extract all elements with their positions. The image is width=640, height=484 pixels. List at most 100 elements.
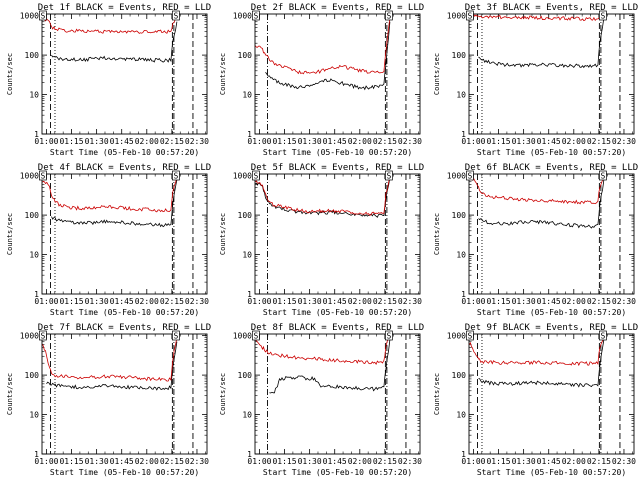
- saa-marker-box: [39, 330, 47, 341]
- saa-marker-box: [252, 330, 260, 341]
- y-tick-label: 1: [247, 130, 252, 139]
- x-tick-label: 01:45: [537, 137, 561, 146]
- x-tick-label: 01:45: [537, 457, 561, 466]
- lld-series-line: [42, 176, 178, 213]
- chart-title: Det 2f BLACK = Events, RED = LLD: [251, 3, 424, 13]
- y-tick-label: 10: [242, 251, 252, 260]
- x-tick-label: 01:30: [298, 297, 322, 306]
- x-tick-label: 01:15: [59, 137, 83, 146]
- x-tick-label: 01:00: [461, 297, 485, 306]
- y-tick-label: 10: [242, 91, 252, 100]
- chart-svg: Det 8f BLACK = Events, RED = LLD Counts/s…: [219, 323, 424, 477]
- y-tick-label: 1: [461, 450, 466, 459]
- x-tick-label: 01:15: [272, 457, 296, 466]
- det-6f-panel: Det 6f BLACK = Events, RED = LLD Counts/s…: [427, 160, 640, 320]
- x-tick-label: 02:15: [373, 457, 397, 466]
- plot-frame: [41, 13, 208, 135]
- x-tick-label: 02:30: [185, 137, 209, 146]
- x-tick-label: 02:00: [348, 137, 372, 146]
- y-tick-label: 1: [461, 130, 466, 139]
- plot-frame: [468, 173, 635, 295]
- x-tick-label: 02:30: [398, 137, 422, 146]
- plot-frame: [254, 173, 421, 295]
- x-tick-label: 01:30: [85, 457, 109, 466]
- x-tick-label: 02:15: [587, 297, 611, 306]
- x-axis-label: Start Time (05-Feb-10 00:57:20): [477, 148, 626, 157]
- saa-marker-box: [252, 10, 260, 21]
- y-tick-label: 1000: [20, 172, 39, 181]
- saa-marker-box: [39, 10, 47, 21]
- saa-marker-label: S: [41, 332, 46, 341]
- x-tick-label: 01:00: [247, 457, 271, 466]
- x-tick-label: 02:00: [135, 457, 159, 466]
- x-axis-label: Start Time (05-Feb-10 00:57:20): [50, 148, 199, 157]
- y-tick-label: 100: [452, 51, 467, 60]
- det-5f-panel: Det 5f BLACK = Events, RED = LLD Counts/s…: [213, 160, 426, 320]
- x-tick-label: 01:15: [272, 137, 296, 146]
- chart-title: Det 4f BLACK = Events, RED = LLD: [38, 163, 211, 173]
- lld-series-line: [469, 12, 605, 22]
- y-tick-label: 1000: [20, 332, 39, 341]
- plot-frame: [468, 13, 635, 135]
- x-tick-label: 02:15: [160, 297, 184, 306]
- y-tick-label: 100: [25, 211, 40, 220]
- saa-marker-label: S: [386, 172, 391, 181]
- chart-title: Det 1f BLACK = Events, RED = LLD: [38, 3, 211, 13]
- chart-svg: Det 9f BLACK = Events, RED = LLD Counts/s…: [433, 323, 638, 477]
- saa-marker-box: [385, 10, 393, 21]
- det-4f-panel: Det 4f BLACK = Events, RED = LLD Counts/s…: [0, 160, 213, 320]
- x-tick-label: 02:15: [160, 137, 184, 146]
- chart-svg: Det 1f BLACK = Events, RED = LLD Counts/s…: [6, 3, 211, 157]
- y-tick-label: 1000: [447, 12, 466, 21]
- saa-marker-box: [466, 170, 474, 181]
- saa-marker-label: S: [173, 172, 178, 181]
- x-tick-label: 02:00: [348, 297, 372, 306]
- x-tick-label: 02:30: [612, 137, 636, 146]
- chart-svg: Det 7f BLACK = Events, RED = LLD Counts/s…: [6, 323, 211, 477]
- det-1f-panel: Det 1f BLACK = Events, RED = LLD Counts/s…: [0, 0, 213, 160]
- saa-marker-label: S: [41, 12, 46, 21]
- x-axis-label: Start Time (05-Feb-10 00:57:20): [50, 468, 199, 477]
- y-tick-label: 1000: [233, 12, 252, 21]
- saa-marker-box: [385, 170, 393, 181]
- x-axis-label: Start Time (05-Feb-10 00:57:20): [50, 308, 199, 317]
- saa-marker-label: S: [386, 332, 391, 341]
- x-tick-label: 01:30: [298, 457, 322, 466]
- chart-svg: Det 5f BLACK = Events, RED = LLD Counts/s…: [219, 163, 424, 317]
- chart-svg: Det 2f BLACK = Events, RED = LLD Counts/s…: [219, 3, 424, 157]
- events-series-line: [478, 339, 605, 388]
- y-axis-label: Counts/sec: [6, 53, 14, 95]
- chart-svg: Det 3f BLACK = Events, RED = LLD Counts/s…: [433, 3, 638, 157]
- y-axis-label: Counts/sec: [219, 213, 227, 255]
- x-tick-label: 01:45: [110, 297, 134, 306]
- y-tick-label: 10: [456, 411, 466, 420]
- x-axis-label: Start Time (05-Feb-10 00:57:20): [263, 308, 412, 317]
- y-tick-label: 100: [452, 371, 467, 380]
- x-tick-label: 02:00: [562, 137, 586, 146]
- plot-frame: [254, 13, 421, 135]
- x-tick-label: 02:00: [562, 297, 586, 306]
- y-axis-label: Counts/sec: [6, 213, 14, 255]
- plot-frame: [41, 333, 208, 455]
- x-tick-label: 02:30: [398, 297, 422, 306]
- lld-series-line: [469, 175, 605, 205]
- x-tick-label: 01:00: [461, 457, 485, 466]
- y-tick-label: 10: [29, 411, 39, 420]
- y-tick-label: 100: [238, 211, 253, 220]
- y-tick-label: 100: [238, 371, 253, 380]
- x-tick-label: 01:00: [247, 137, 271, 146]
- saa-marker-label: S: [41, 172, 46, 181]
- chart-title: Det 9f BLACK = Events, RED = LLD: [465, 323, 638, 333]
- x-tick-label: 01:00: [34, 457, 58, 466]
- lld-series-line: [255, 176, 391, 216]
- events-series-line: [46, 341, 178, 391]
- y-tick-label: 1: [34, 450, 39, 459]
- x-tick-label: 02:00: [135, 297, 159, 306]
- x-tick-label: 01:15: [486, 137, 510, 146]
- saa-marker-box: [599, 10, 607, 21]
- y-tick-label: 10: [456, 251, 466, 260]
- x-tick-label: 02:30: [612, 297, 636, 306]
- plot-frame: [254, 333, 421, 455]
- saa-marker-label: S: [254, 332, 259, 341]
